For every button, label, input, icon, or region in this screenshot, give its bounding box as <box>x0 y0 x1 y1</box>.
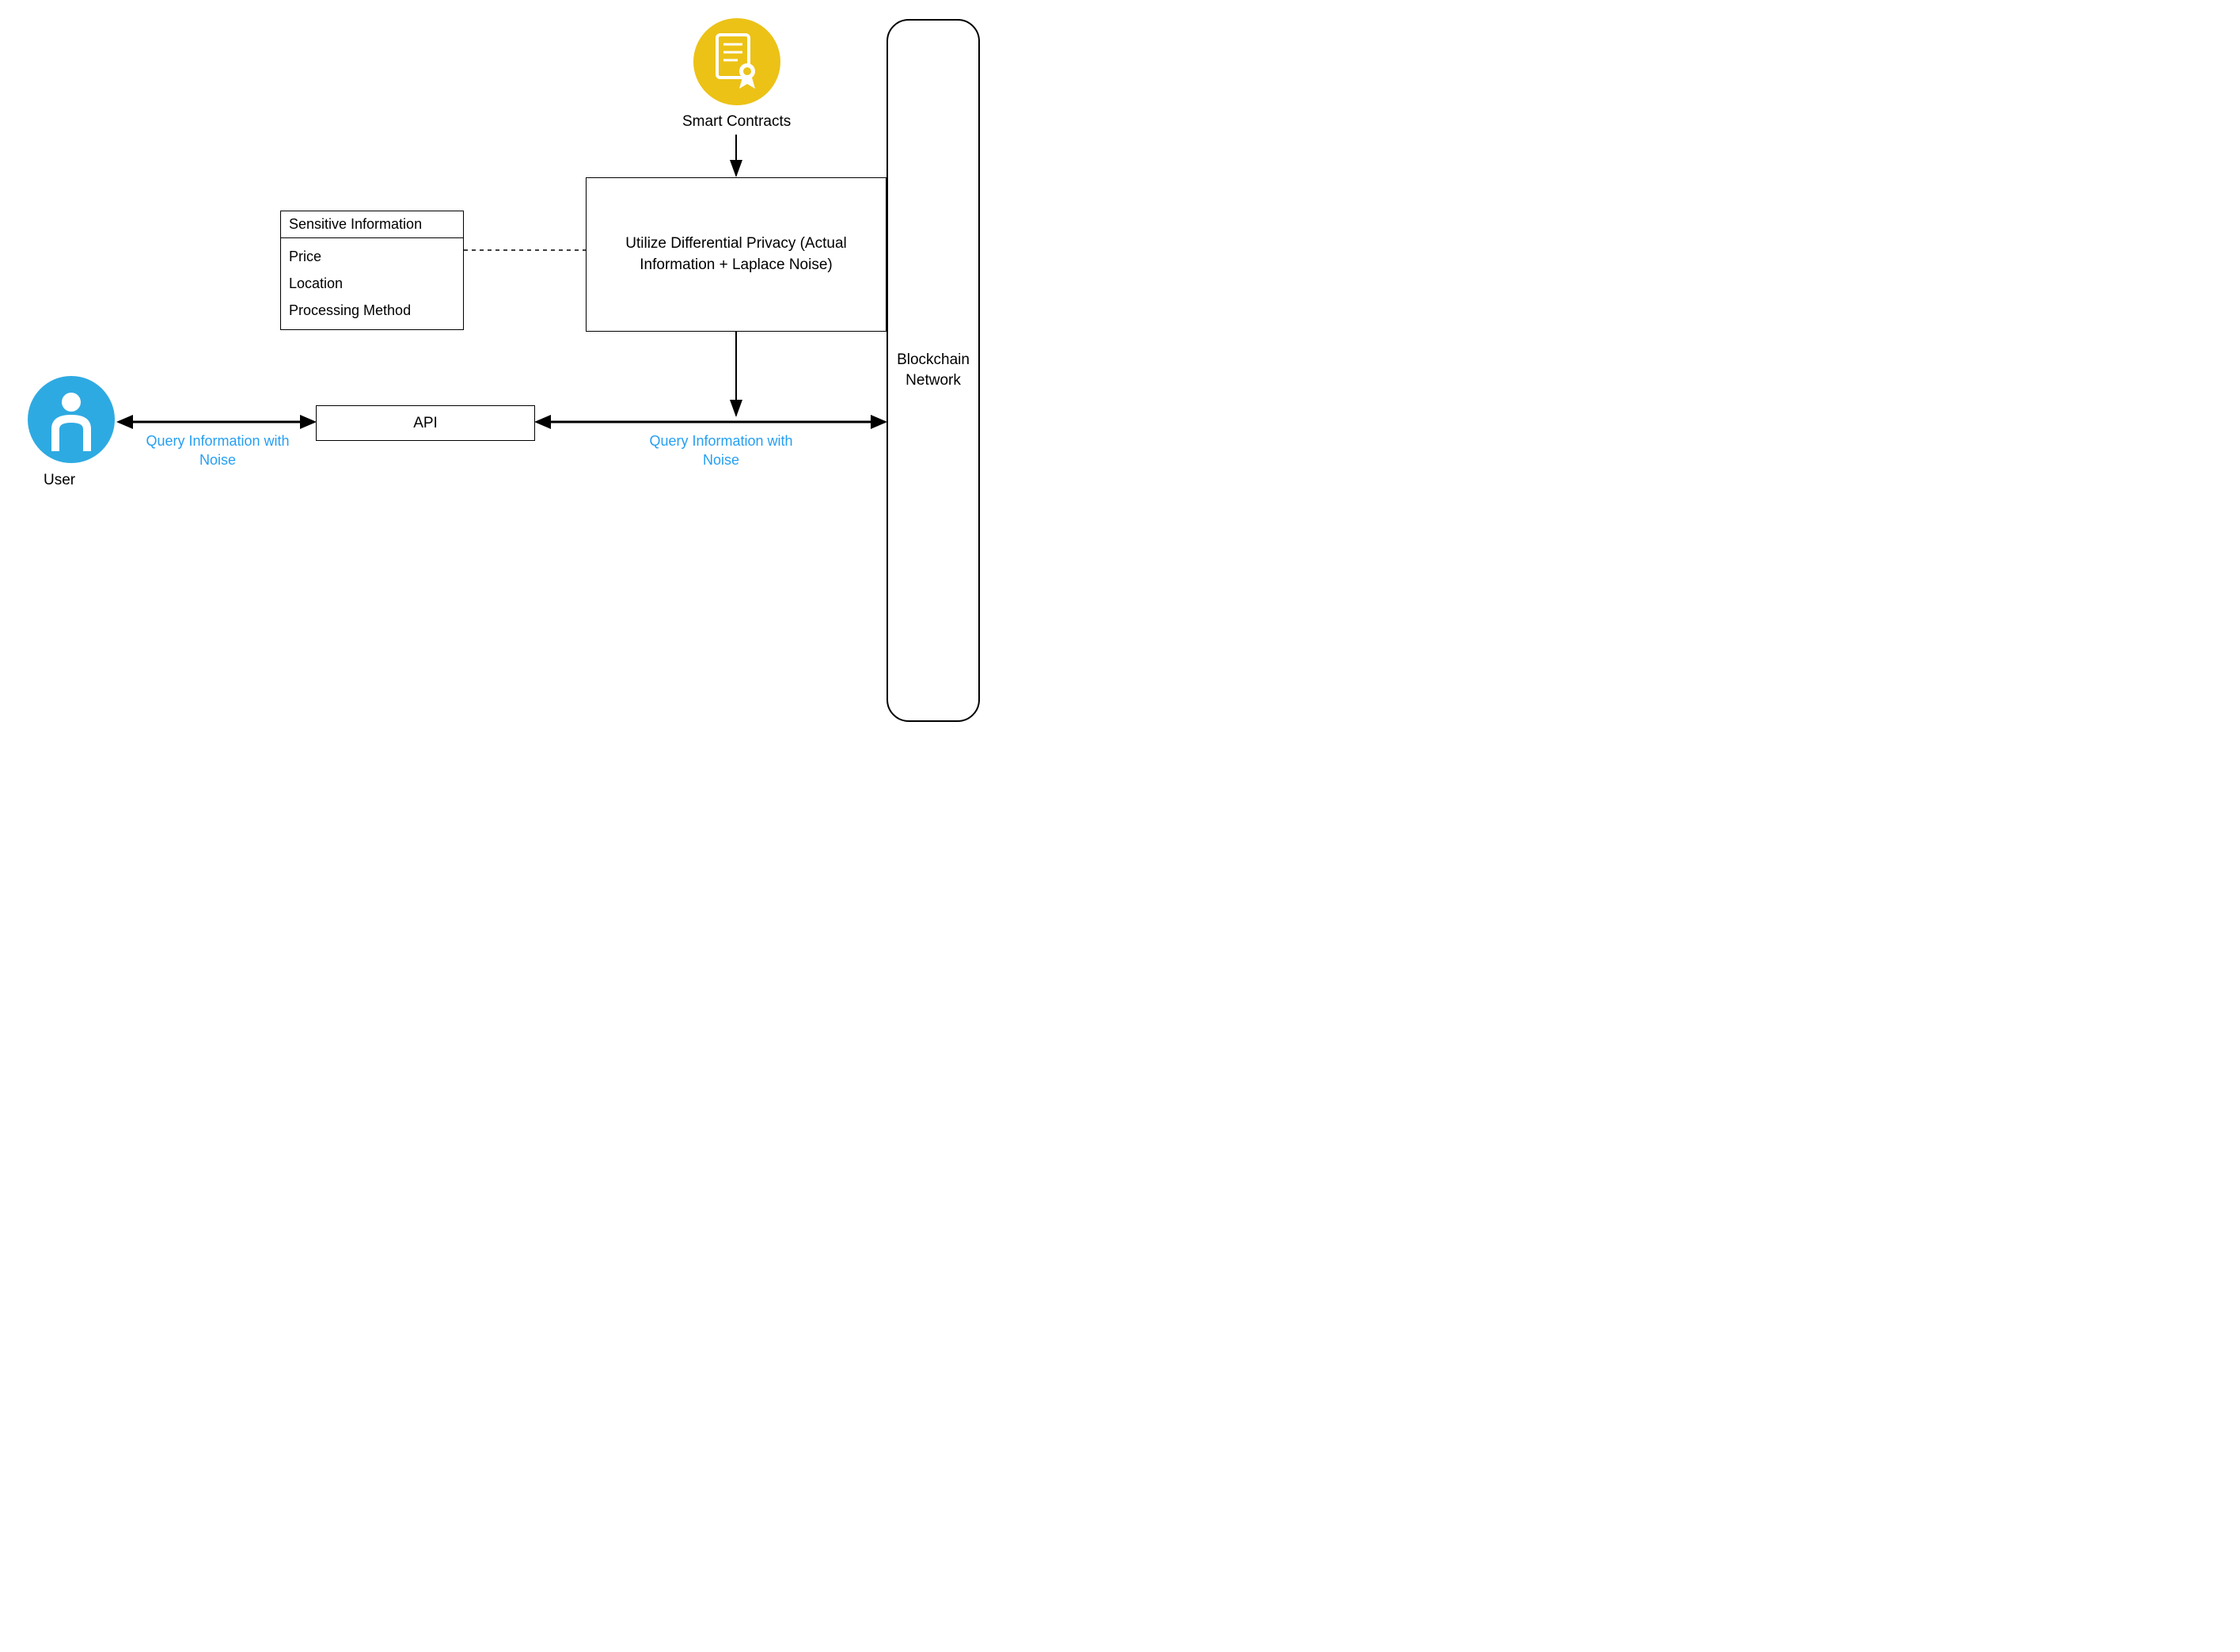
dp-box: Utilize Differential Privacy (Actual Inf… <box>586 177 887 332</box>
api-box: API <box>316 405 535 441</box>
edges-layer <box>0 0 981 724</box>
sensitive-info-table: Sensitive Information Price Location Pro… <box>280 211 464 330</box>
user-label: User <box>44 472 75 489</box>
diagram-canvas: User Smart Contracts Sensitive Informati… <box>0 0 981 724</box>
certificate-icon <box>711 32 763 92</box>
user-node <box>28 376 115 463</box>
blockchain-box: Blockchain Network <box>887 19 980 722</box>
smart-contracts-label: Smart Contracts <box>682 113 791 131</box>
sensitive-info-header: Sensitive Information <box>281 211 463 238</box>
blockchain-label: Blockchain Network <box>897 350 970 390</box>
dp-box-label: Utilize Differential Privacy (Actual Inf… <box>593 234 879 275</box>
user-icon <box>44 388 99 451</box>
api-label: API <box>413 415 438 432</box>
sensitive-info-row: Processing Method <box>289 297 455 324</box>
smart-contracts-node <box>693 18 780 105</box>
edge-label-user-api: Query Information with Noise <box>135 431 301 470</box>
sensitive-info-row: Location <box>289 270 455 297</box>
sensitive-info-row: Price <box>289 243 455 270</box>
edge-label-api-bc: Query Information with Noise <box>638 431 804 470</box>
